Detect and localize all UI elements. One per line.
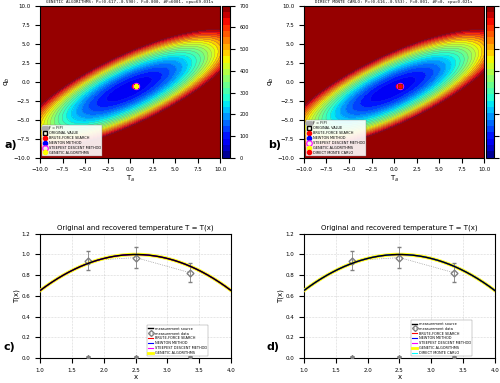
Text: b): b) — [268, 140, 281, 150]
Title: Original and recovered temperature T = T(x): Original and recovered temperature T = T… — [321, 224, 478, 231]
X-axis label: T$_a$: T$_a$ — [126, 174, 135, 184]
Y-axis label: T(x): T(x) — [278, 289, 284, 303]
Text: d): d) — [266, 342, 280, 352]
Legend: measurement source, measurement data, BRUTE-FORCE SEARCH, NEWTON METHOD, STEEPES: measurement source, measurement data, BR… — [410, 321, 472, 356]
Legend: F = F(P), ORIGINAL VALUE, BRUTE-FORCE SEARCH, NEWTON METHOD, STEEPEST DESCENT ME: F = F(P), ORIGINAL VALUE, BRUTE-FORCE SE… — [42, 125, 102, 156]
Text: a): a) — [5, 140, 18, 150]
Y-axis label: q$_b$: q$_b$ — [3, 77, 12, 87]
Title: Objective function by LOCAL MESHLESS FINITE DIFFERENCE METHOD
ORIGINAL VALUE: P=: Objective function by LOCAL MESHLESS FIN… — [42, 0, 218, 4]
Legend: F = F(P), ORIGINAL VALUE, BRUTE-FORCE SEARCH, NEWTON METHOD, STEEPEST DESCENT ME: F = F(P), ORIGINAL VALUE, BRUTE-FORCE SE… — [306, 120, 366, 156]
X-axis label: x: x — [398, 374, 402, 380]
Title: Original and recovered temperature T = T(x): Original and recovered temperature T = T… — [58, 224, 214, 231]
Legend: measurement source, measurement data, BRUTE-FORCE SEARCH, NEWTON METHOD, STEEPES: measurement source, measurement data, BR… — [147, 325, 208, 356]
X-axis label: x: x — [134, 374, 138, 380]
Title: Objective function by  MONTE CARLO METHOD
ORIGINAL VALUE: P=(0.618,-0.593)
BRUTE: Objective function by MONTE CARLO METHOD… — [309, 0, 479, 4]
Y-axis label: T(x): T(x) — [14, 289, 20, 303]
Y-axis label: q$_b$: q$_b$ — [266, 77, 276, 87]
X-axis label: T$_a$: T$_a$ — [390, 174, 398, 184]
Text: c): c) — [4, 342, 16, 352]
